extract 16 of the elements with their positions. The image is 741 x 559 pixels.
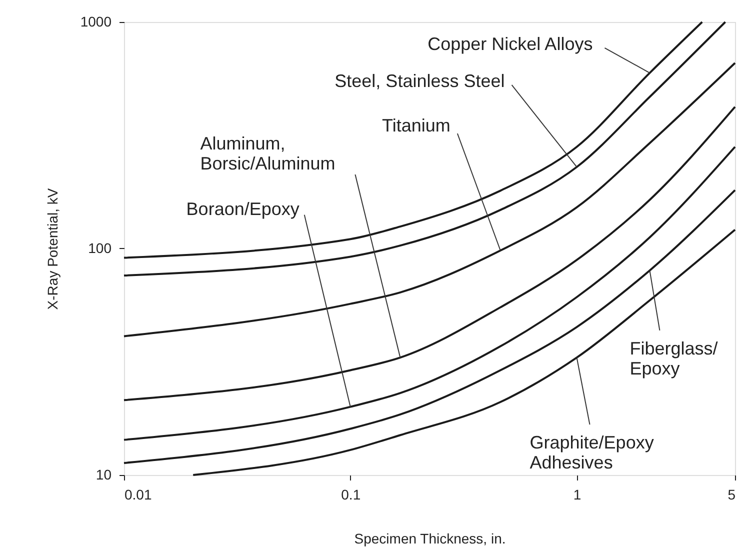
annotation: Graphite/Epoxy Adhesives — [530, 432, 654, 473]
annotation: Steel, Stainless Steel — [334, 70, 505, 91]
y-tick-label: 100 — [88, 240, 112, 256]
annotation: Boraon/Epoxy — [186, 198, 300, 219]
annotation: Fiberglass/ Epoxy — [630, 338, 718, 378]
y-axis-title: X-Ray Potential, kV — [44, 188, 60, 310]
annotation: Copper Nickel Alloys — [428, 34, 593, 54]
annotation: Titanium — [382, 115, 450, 136]
x-tick-label: 1 — [573, 486, 582, 502]
x-tick-label: 0.1 — [341, 486, 361, 502]
x-tick-label: 5 — [728, 486, 736, 502]
y-tick-label: 1000 — [80, 14, 112, 30]
annotation: Aluminum, Borsic/Aluminum — [200, 134, 336, 174]
x-tick-label: 0.01 — [124, 486, 152, 502]
y-tick-label: 10 — [96, 466, 112, 482]
x-axis-title: Specimen Thickness, in. — [354, 530, 506, 546]
